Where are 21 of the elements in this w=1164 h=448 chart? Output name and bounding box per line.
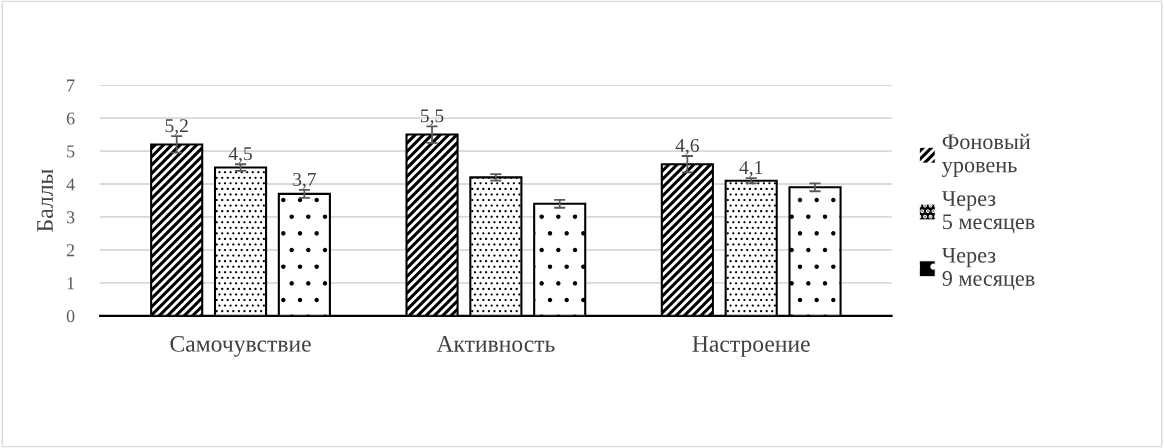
y-tick-label: 4 xyxy=(66,178,75,191)
text: Фоновый уровень xyxy=(942,133,1031,178)
x-tick-label: Настроение xyxy=(692,336,810,357)
data-label: 5,5 xyxy=(421,109,444,126)
data-label: 4,6 xyxy=(675,138,699,155)
y-tick-label: 0 xyxy=(66,310,75,323)
text: Через 9 месяцев xyxy=(941,247,1035,291)
y-tick-label: 6 xyxy=(66,112,75,125)
x-tick-label: Самочувствие xyxy=(170,335,311,357)
data-label: 3,7 xyxy=(293,172,316,189)
data-label: 4,5 xyxy=(228,147,252,164)
y-axis-title: Баллы xyxy=(37,169,53,232)
text: Через 5 месяцев xyxy=(941,191,1035,234)
y-tick-label: 3 xyxy=(66,211,75,224)
y-tick-label: 1 xyxy=(67,277,75,290)
y-tick-label: 5 xyxy=(67,145,75,158)
data-label: 5,2 xyxy=(165,119,188,136)
y-tick-label: 2 xyxy=(66,244,75,257)
x-tick-label: Активность xyxy=(436,336,555,352)
y-tick-label: 7 xyxy=(67,79,75,92)
data-label: 4,1 xyxy=(739,161,763,177)
